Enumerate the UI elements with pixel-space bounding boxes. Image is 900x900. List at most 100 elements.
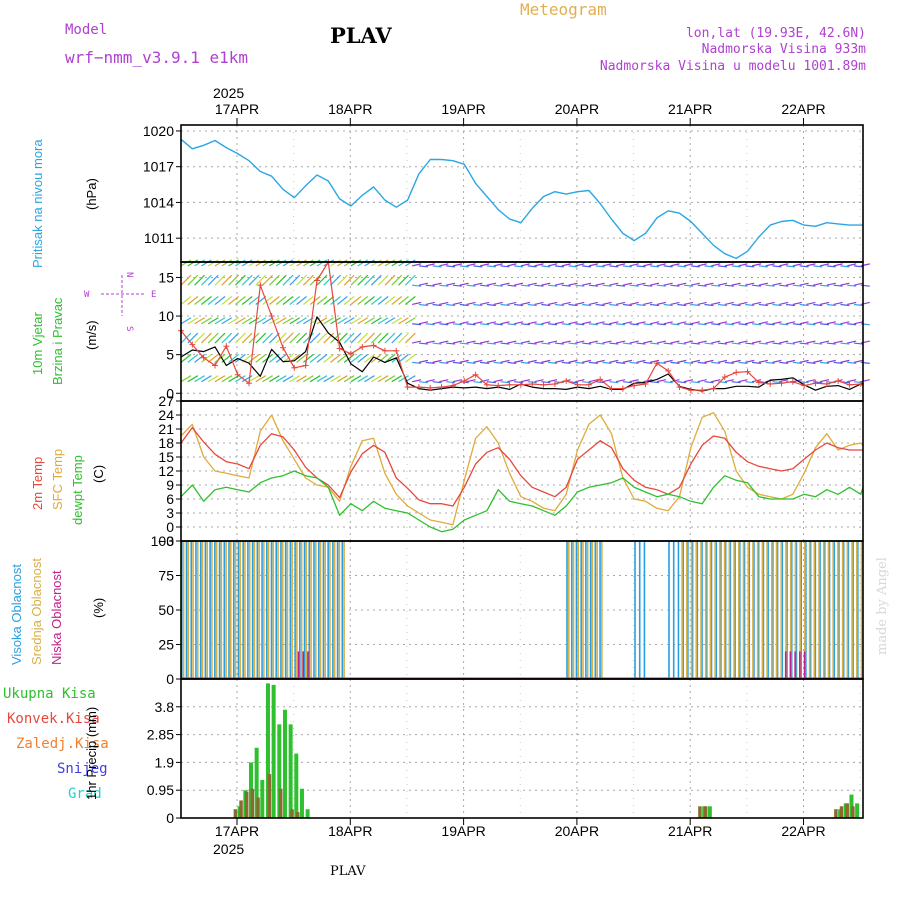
wind-arrow [717, 265, 728, 268]
high-cloud-bar [190, 541, 193, 679]
wind-arrow [473, 265, 483, 268]
xdate-bottom-1: 18APR [328, 823, 372, 839]
wind-arrow [643, 301, 653, 306]
mid-cloud-bar [272, 541, 275, 679]
high-cloud-bar [833, 541, 836, 679]
wind-arrow [194, 296, 205, 305]
wind-arrow [561, 323, 571, 326]
high-cloud-bar [729, 541, 732, 679]
high-cloud-bar [332, 541, 334, 679]
wind-arrow [445, 321, 456, 325]
wind-arrow [588, 284, 598, 287]
wind-arrow [473, 359, 483, 363]
wind-arrow [745, 265, 755, 268]
wind-arrow [527, 303, 537, 307]
wind-arrow [738, 284, 748, 287]
wind-arrow [377, 375, 389, 383]
total-precip-bar [254, 747, 259, 818]
wind-arrow [588, 323, 598, 326]
wind-arrow [330, 259, 341, 267]
wind-arrow [541, 342, 551, 345]
wind-arrow [534, 263, 544, 267]
wind-arrow [609, 342, 619, 345]
wind-arrow [595, 303, 605, 307]
high-cloud-bar [634, 541, 636, 679]
wind-arrow [207, 259, 219, 267]
wind-arrow [731, 265, 741, 268]
wind-arrow [609, 265, 619, 268]
wind-arrow [690, 381, 700, 384]
wind-arrow [493, 379, 503, 383]
wind-arrow [214, 317, 226, 325]
high-cloud-bar [322, 541, 325, 679]
xdate-bottom-3: 20APR [555, 823, 599, 839]
wind-arrow [595, 342, 605, 345]
pressure-line [180, 138, 863, 260]
wind-arrow [207, 375, 219, 383]
wind-arrow [187, 317, 199, 325]
high-cloud-bar [847, 541, 850, 679]
wind-arrow [717, 359, 728, 363]
wind-arrow [738, 340, 748, 344]
wind-arrow [813, 282, 823, 286]
wind-arrow [568, 303, 578, 307]
wind-arrow [527, 282, 537, 286]
wind-arrow [853, 321, 864, 325]
xdate-bottom-2: 19APR [441, 823, 485, 839]
mid-cloud-bar [700, 541, 702, 679]
wind-arrow [201, 296, 212, 305]
wind-arrow [690, 342, 700, 345]
mid-cloud-bar [728, 541, 731, 679]
wind-arrow [248, 353, 260, 363]
mid-cloud-bar [851, 541, 853, 679]
ytick-label-4-3: 2.85 [147, 727, 174, 743]
high-cloud-bar [242, 541, 244, 679]
wind-arrow [337, 317, 348, 325]
wind-arrow [534, 361, 544, 364]
wind-arrow [405, 259, 416, 267]
total-precip-bar [277, 724, 282, 818]
wind-arrow [819, 361, 830, 364]
wind-arrow [507, 340, 517, 344]
wind-arrow [840, 359, 850, 363]
wind-arrow [541, 282, 551, 286]
wind-arrow [813, 359, 823, 363]
low-cloud-bar [789, 651, 792, 679]
wind-arrow [547, 340, 558, 344]
wind-arrow [704, 359, 714, 363]
ytick-label-2-5: 12 [158, 463, 174, 479]
high-cloud-bar [594, 541, 597, 679]
wind-arrow [221, 274, 233, 286]
wind-arrow [643, 323, 653, 326]
mid-cloud-bar [296, 541, 298, 679]
conv-precip-bar [278, 788, 283, 818]
wind-arrow [860, 361, 870, 364]
wind-arrow [336, 274, 348, 286]
high-cloud-bar [275, 541, 278, 679]
wind-arrow [819, 323, 830, 326]
wind-arrow [459, 359, 469, 363]
mid-cloud-bar [808, 541, 811, 679]
ytick-label-2-10: 27 [158, 393, 174, 409]
high-cloud-bar [261, 541, 263, 679]
wind-arrow [282, 317, 294, 325]
wind-arrow [207, 274, 219, 286]
wind-arrow [520, 340, 531, 344]
wind-arrow [629, 284, 639, 287]
high-cloud-bar [682, 541, 684, 679]
wind-arrow [826, 303, 836, 307]
wind-arrow [847, 340, 857, 344]
wind-arrow [772, 359, 782, 363]
high-cloud-bar [280, 541, 282, 679]
total-precip-bar [855, 803, 860, 818]
wind-arrow [228, 274, 240, 286]
wind-arrow [704, 282, 714, 286]
wind-arrow [799, 342, 809, 345]
high-cloud-bar [299, 541, 301, 679]
wind-arrow [194, 259, 205, 267]
wind-arrow [398, 317, 409, 325]
wind-arrow [806, 284, 816, 287]
wind-arrow [323, 353, 335, 363]
wind-arrow [343, 274, 355, 286]
